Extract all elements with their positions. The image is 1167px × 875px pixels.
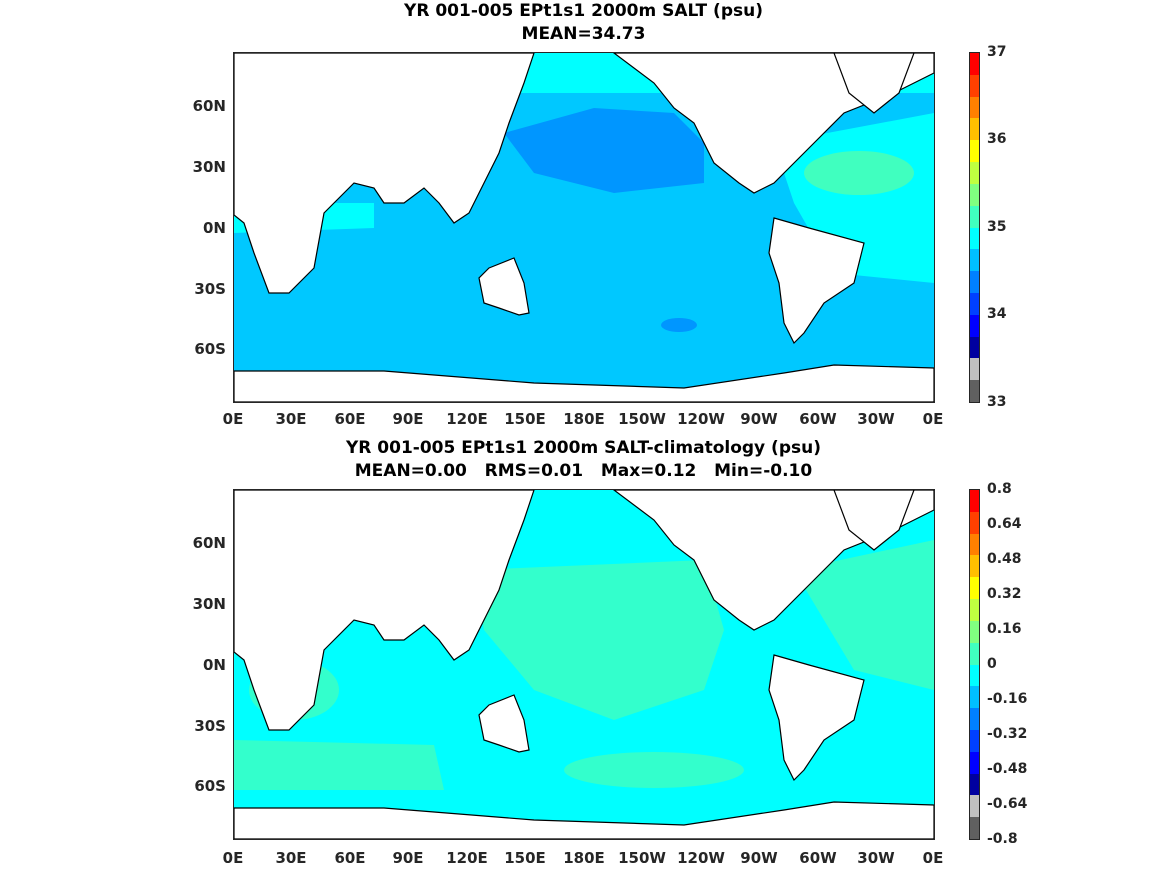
panel1-title-line2: MEAN=34.73 [521,24,646,44]
colorbar-segment [970,380,979,403]
panel2-lon-tick: 0E [222,849,244,867]
panel1-colorbar-tick: 33 [987,394,1007,410]
panel2-lon-tick: 150W [618,849,666,867]
colorbar-segment [970,162,979,185]
panel2-colorbar-tick: -0.32 [987,726,1028,742]
panel2-lon-tick: 90W [740,849,778,867]
panel1-colorbar-tick: 37 [987,44,1007,60]
panel1-lon-tick: 120E [446,410,488,428]
colorbar-segment [970,205,979,228]
panel2-lat-tick-0n: 0N [203,656,226,674]
panel2-colorbar-tick: 0.64 [987,516,1022,532]
panel2-lon-tick: 30E [275,849,307,867]
panel1-colorbar-tick: 36 [987,131,1007,147]
colorbar-segment [970,555,979,578]
panel1-lat-tick-0n: 0N [203,219,226,237]
colorbar-segment [970,511,979,534]
panel2-lon-tick: 180E [563,849,605,867]
panel1-lon-tick: 60W [799,410,837,428]
colorbar-segment [970,140,979,163]
colorbar-segment [970,686,979,709]
colorbar-segment [970,599,979,622]
colorbar-segment [970,620,979,643]
panel2-lon-tick: 90E [392,849,424,867]
panel2-colorbar-tick: 0.16 [987,621,1022,637]
panel1-lon-tick: 150E [504,410,546,428]
panel2-lat-tick-60n: 60N [192,534,226,552]
colorbar-segment [970,314,979,337]
panel1-colorbar-tick: 34 [987,306,1007,322]
colorbar-segment [970,708,979,731]
panel1-lon-tick: 120W [677,410,725,428]
panel2-lat-tick-30n: 30N [192,595,226,613]
panel2-colorbar-tick: 0 [987,656,997,672]
colorbar-segment [970,729,979,752]
colorbar-segment [970,773,979,796]
colorbar-segment [970,118,979,141]
panel1-lon-tick: 150W [618,410,666,428]
colorbar-segment [970,817,979,840]
panel2-lon-tick: 120W [677,849,725,867]
panel2-lon-tick: 120E [446,849,488,867]
panel1-lon-tick: 60E [334,410,366,428]
panel2-colorbar-tick: 0.32 [987,586,1022,602]
colorbar-segment [970,96,979,119]
panel1-lon-tick: 90E [392,410,424,428]
panel2-map [233,489,935,840]
colorbar-segment [970,292,979,315]
panel2-lon-tick: 0E [922,849,944,867]
panel2-lat-tick-60s: 60S [194,777,226,795]
panel1-lon-tick: 180E [563,410,605,428]
colorbar-segment [970,271,979,294]
panel1-lat-tick-30s: 30S [194,280,226,298]
panel2-lat-tick-30s: 30S [194,717,226,735]
colorbar-segment [970,642,979,665]
panel2-colorbar-tick: -0.48 [987,761,1028,777]
panel1-lon-tick: 0E [222,410,244,428]
colorbar-segment [970,533,979,556]
colorbar-segment [970,336,979,359]
colorbar-segment [970,249,979,272]
panel1-map [233,52,935,403]
colorbar-segment [970,577,979,600]
panel2-colorbar-tick: -0.16 [987,691,1028,707]
panel1-lat-tick-60n: 60N [192,97,226,115]
panel2-colorbar-tick: 0.8 [987,481,1012,497]
colorbar-segment [970,74,979,97]
panel2-title-line2: MEAN=0.00 RMS=0.01 Max=0.12 Min=-0.10 [354,461,813,481]
colorbar-segment [970,227,979,250]
panel2-colorbar [969,489,980,840]
panel1-colorbar [969,52,980,403]
panel1-lat-tick-30n: 30N [192,158,226,176]
panel2-map-svg [234,490,934,839]
panel2-title-line1: YR 001-005 EPt1s1 2000m SALT-climatology… [345,438,821,458]
panel1-lat-tick-60s: 60S [194,340,226,358]
panel1-lon-tick: 30E [275,410,307,428]
colorbar-segment [970,53,979,75]
panel1-lon-tick: 0E [922,410,944,428]
panel2-colorbar-tick: 0.48 [987,551,1022,567]
panel2-lon-tick: 60E [334,849,366,867]
panel1-lon-tick: 90W [740,410,778,428]
panel2-lon-tick: 150E [504,849,546,867]
panel1-title-line1: YR 001-005 EPt1s1 2000m SALT (psu) [404,1,763,21]
panel2-lon-tick: 30W [857,849,895,867]
colorbar-segment [970,751,979,774]
colorbar-segment [970,358,979,381]
panel1-map-svg [234,53,934,402]
colorbar-segment [970,183,979,206]
panel2-lon-tick: 60W [799,849,837,867]
panel1-lon-tick: 30W [857,410,895,428]
colorbar-segment [970,490,979,512]
colorbar-segment [970,664,979,687]
panel2-colorbar-tick: -0.8 [987,831,1018,847]
panel1-colorbar-tick: 35 [987,219,1007,235]
colorbar-segment [970,795,979,818]
panel2-colorbar-tick: -0.64 [987,796,1028,812]
